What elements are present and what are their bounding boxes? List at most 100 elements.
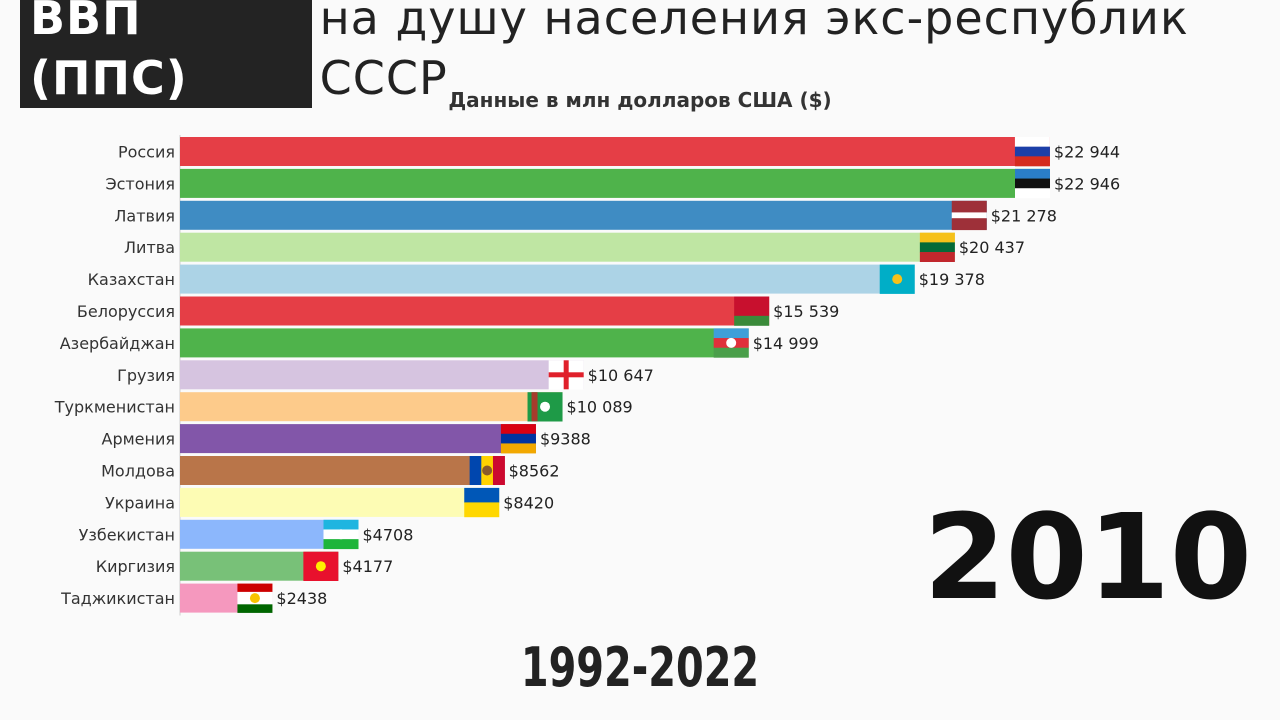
- category-label: Украина: [105, 493, 175, 512]
- flag-emblem: [540, 401, 551, 412]
- bar-group: Таджикистан $2438: [60, 583, 327, 613]
- bar: [180, 360, 584, 390]
- bar: [180, 328, 749, 358]
- value-label: $10 089: [567, 398, 633, 417]
- flag-stripe: [951, 212, 987, 219]
- flag-icon: [879, 264, 915, 294]
- bar: [180, 232, 955, 262]
- bar: [180, 200, 987, 230]
- category-label: Азербайджан: [60, 334, 175, 353]
- flag-icon: [548, 360, 584, 390]
- flag-icon: [237, 583, 273, 613]
- bar: [180, 456, 505, 485]
- value-label: $8420: [503, 493, 554, 512]
- bar: [180, 168, 1050, 198]
- flag-stripe: [713, 328, 749, 339]
- bar: [180, 392, 563, 422]
- flag-stripe: [1014, 146, 1050, 157]
- flag-stripe: [469, 456, 482, 485]
- bar-group: Литва $20 437: [124, 232, 1025, 262]
- bar-group: Латвия $21 278: [114, 200, 1057, 231]
- title-text: на душу населения экс-республик СССР: [319, 0, 1189, 105]
- flag-emblem: [315, 561, 326, 572]
- bar: [180, 487, 500, 517]
- flag-stripe: [237, 583, 273, 593]
- flag-icon: [323, 519, 359, 550]
- value-label: $21 278: [991, 206, 1057, 225]
- bar-group: Туркменистан $10 089: [54, 392, 633, 422]
- flag-stripe: [951, 218, 987, 231]
- flag-stripe: [1015, 188, 1050, 199]
- flag-stripe: [464, 502, 500, 518]
- flag-stripe: [734, 296, 770, 317]
- category-label: Киргизия: [96, 557, 175, 576]
- bar: [180, 137, 1050, 166]
- flag-stripe: [492, 456, 505, 485]
- flag-stripe: [464, 487, 500, 503]
- bar-group: Эстония $22 946: [105, 168, 1120, 199]
- value-label: $22 946: [1054, 174, 1120, 193]
- flag-cross: [548, 372, 584, 378]
- flag-stripe: [919, 252, 955, 262]
- category-label: Литва: [124, 238, 175, 257]
- category-label: Россия: [118, 143, 175, 162]
- category-label: Узбекистан: [79, 525, 175, 544]
- value-label: $20 437: [959, 238, 1025, 257]
- flag-emblem: [482, 465, 493, 476]
- category-label: Таджикистан: [60, 589, 175, 608]
- flag-stripe: [951, 200, 987, 213]
- flag-hoist: [531, 392, 538, 422]
- flag-stripe: [1015, 168, 1050, 179]
- chart-subtitle: Данные в млн долларов США ($): [448, 88, 832, 112]
- bar-group: Киргизия $4177: [96, 551, 393, 581]
- value-label: $22 944: [1054, 143, 1120, 162]
- value-label: $19 378: [919, 270, 985, 289]
- flag-emblem: [249, 593, 260, 604]
- flag-stripe: [500, 433, 536, 444]
- value-label: $2438: [276, 589, 327, 608]
- flag-icon: [713, 328, 749, 358]
- bar-group: Украина $8420: [105, 487, 554, 518]
- bar: [180, 264, 915, 294]
- flag-icon: [1014, 137, 1050, 167]
- flag-stripe: [237, 604, 273, 613]
- value-label: $10 647: [588, 366, 654, 385]
- value-label: $9388: [540, 430, 591, 449]
- bar-group: Узбекистан $4708: [79, 519, 414, 550]
- value-label: $4177: [342, 557, 393, 576]
- flag-stripe: [323, 539, 359, 550]
- category-label: Эстония: [105, 174, 175, 193]
- page-title: ВВП (ППС) на душу населения экс-республи…: [20, 0, 1280, 108]
- bar-group: Грузия $10 647: [117, 360, 654, 390]
- category-label: Армения: [102, 430, 176, 449]
- flag-emblem: [726, 337, 737, 348]
- title-highlight: ВВП (ППС): [20, 0, 312, 108]
- flag-stripe: [500, 443, 536, 454]
- value-label: $8562: [509, 462, 560, 481]
- year-range-label: 1992-2022: [520, 636, 760, 699]
- flag-icon: [500, 424, 536, 454]
- flag-icon: [1015, 168, 1050, 199]
- flag-icon: [951, 200, 987, 231]
- bar-group: Белоруссия $15 539: [77, 296, 839, 326]
- bar: [180, 424, 536, 454]
- category-label: Туркменистан: [54, 398, 175, 417]
- flag-stripe: [1015, 178, 1050, 189]
- flag-icon: [919, 232, 955, 262]
- category-label: Латвия: [114, 206, 175, 225]
- bar-group: Россия $22 944: [118, 137, 1120, 167]
- flag-stripe: [919, 232, 955, 243]
- flag-stripe: [323, 519, 359, 530]
- category-label: Казахстан: [88, 270, 175, 289]
- value-label: $4708: [363, 525, 414, 544]
- category-label: Молдова: [101, 462, 175, 481]
- flag-icon: [469, 456, 505, 485]
- bar-group: Молдова $8562: [101, 456, 560, 485]
- category-label: Белоруссия: [77, 302, 175, 321]
- flag-emblem: [336, 529, 347, 540]
- flag-stripe: [734, 315, 770, 326]
- bar: [180, 296, 770, 326]
- bar-group: Армения $9388: [102, 424, 591, 454]
- flag-icon: [527, 392, 563, 422]
